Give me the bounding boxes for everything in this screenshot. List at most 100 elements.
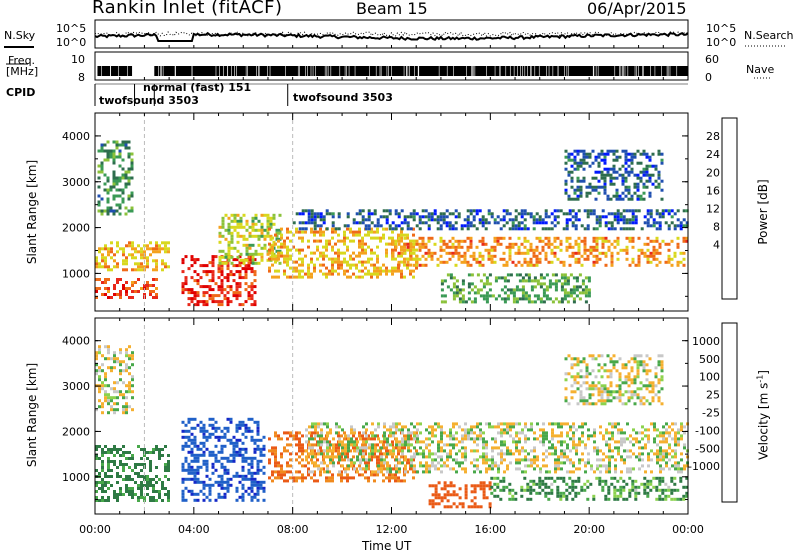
range-gate-cell bbox=[482, 282, 486, 286]
range-gate-cell bbox=[586, 248, 590, 252]
range-gate-cell bbox=[334, 269, 337, 273]
range-gate-cell bbox=[289, 464, 292, 468]
range-gate-cell bbox=[567, 197, 571, 201]
range-gate-cell bbox=[572, 425, 575, 429]
range-gate-cell bbox=[609, 167, 613, 171]
range-gate-cell bbox=[631, 485, 635, 489]
range-gate-cell bbox=[380, 461, 383, 465]
range-gate-cell bbox=[449, 443, 452, 447]
range-gate-cell bbox=[131, 244, 134, 248]
cpid-segment-label: twofsound 3503 bbox=[293, 91, 393, 104]
range-gate-cell bbox=[564, 378, 568, 382]
range-gate-cell bbox=[455, 458, 458, 462]
range-gate-cell bbox=[199, 447, 203, 451]
range-gate-cell bbox=[533, 446, 536, 450]
range-gate-cell bbox=[443, 449, 446, 453]
range-gate-cell bbox=[155, 475, 158, 478]
range-gate-cell bbox=[143, 284, 146, 287]
range-gate-cell bbox=[673, 251, 677, 255]
range-gate-cell bbox=[101, 499, 104, 502]
range-gate-cell bbox=[218, 258, 222, 262]
range-gate-cell bbox=[677, 467, 680, 471]
range-gate-cell bbox=[482, 437, 485, 441]
range-gate-cell bbox=[241, 495, 245, 499]
range-gate-cell bbox=[642, 185, 646, 189]
range-gate-cell bbox=[604, 482, 608, 486]
range-gate-cell bbox=[140, 475, 143, 478]
range-gate-cell bbox=[277, 461, 280, 465]
range-gate-cell bbox=[310, 275, 313, 279]
range-gate-cell bbox=[626, 449, 629, 453]
range-gate-cell bbox=[458, 297, 462, 301]
range-gate-cell bbox=[568, 218, 572, 222]
range-gate-cell bbox=[503, 276, 507, 280]
range-gate-cell bbox=[320, 437, 323, 441]
range-gate-cell bbox=[344, 434, 347, 438]
range-gate-cell bbox=[440, 499, 444, 503]
range-gate-cell bbox=[122, 360, 125, 364]
range-gate-cell bbox=[542, 428, 545, 432]
range-gate-cell bbox=[661, 488, 665, 492]
range-gate-cell bbox=[434, 484, 438, 488]
range-gate-cell bbox=[665, 452, 668, 456]
range-gate-cell bbox=[488, 487, 492, 491]
range-gate-cell bbox=[683, 431, 686, 435]
range-gate-cell bbox=[485, 422, 488, 426]
range-gate-cell bbox=[115, 143, 119, 147]
range-gate-cell bbox=[110, 451, 113, 454]
range-gate-cell bbox=[562, 494, 566, 498]
range-gate-cell bbox=[122, 466, 125, 469]
range-gate-cell bbox=[226, 300, 230, 304]
range-gate-cell bbox=[95, 445, 98, 448]
range-gate-cell bbox=[464, 487, 468, 491]
range-gate-cell bbox=[541, 479, 545, 483]
range-gate-cell bbox=[122, 284, 125, 287]
range-gate-cell bbox=[461, 434, 464, 438]
range-gate-cell bbox=[310, 221, 314, 225]
range-gate-cell bbox=[331, 230, 334, 234]
range-gate-cell bbox=[559, 494, 563, 498]
range-gate-cell bbox=[343, 476, 346, 480]
range-gate-cell bbox=[181, 462, 185, 466]
range-gate-cell bbox=[574, 215, 578, 219]
range-gate-cell bbox=[124, 143, 128, 147]
range-gate-cell bbox=[508, 245, 512, 249]
range-gate-cell bbox=[476, 484, 480, 488]
range-gate-cell bbox=[214, 426, 218, 430]
range-gate-cell bbox=[622, 218, 626, 222]
range-gate-cell bbox=[107, 290, 110, 293]
range-gate-cell bbox=[250, 495, 254, 499]
range-gate-cell bbox=[125, 348, 128, 352]
range-gate-cell bbox=[181, 498, 185, 502]
range-gate-cell bbox=[110, 256, 113, 260]
range-gate-cell bbox=[167, 478, 170, 481]
range-gate-cell bbox=[607, 245, 611, 249]
range-gate-cell bbox=[370, 230, 373, 234]
range-gate-cell bbox=[274, 242, 277, 246]
range-gate-cell bbox=[250, 477, 254, 481]
range-gate-cell bbox=[152, 278, 155, 281]
range-gate-cell bbox=[631, 236, 635, 240]
range-gate-cell bbox=[497, 422, 500, 426]
range-gate-cell bbox=[527, 428, 530, 432]
range-gate-cell bbox=[559, 239, 563, 243]
range-gate-cell bbox=[410, 422, 413, 426]
range-gate-cell bbox=[379, 215, 383, 219]
range-gate-cell bbox=[455, 279, 459, 283]
range-gate-cell bbox=[677, 470, 680, 474]
range-gate-cell bbox=[461, 437, 464, 441]
range-gate-cell bbox=[539, 297, 543, 301]
range-gate-cell bbox=[374, 428, 377, 432]
range-gate-cell bbox=[247, 426, 251, 430]
range-gate-cell bbox=[349, 254, 352, 258]
range-gate-cell bbox=[415, 239, 419, 243]
range-gate-cell bbox=[116, 390, 119, 394]
range-gate-cell bbox=[130, 152, 134, 156]
range-gate-cell bbox=[232, 294, 236, 298]
range-gate-cell bbox=[493, 260, 497, 264]
range-gate-cell bbox=[208, 453, 212, 457]
range-gate-cell bbox=[388, 464, 391, 468]
range-gate-cell bbox=[442, 239, 446, 243]
range-gate-cell bbox=[458, 464, 461, 468]
range-gate-cell bbox=[298, 236, 301, 240]
